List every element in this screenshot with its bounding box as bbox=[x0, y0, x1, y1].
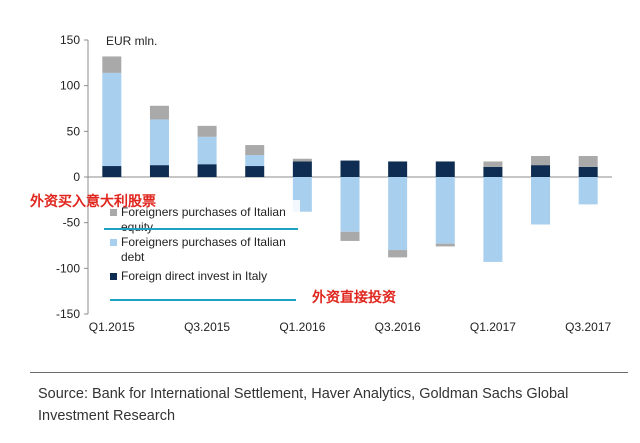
source-divider bbox=[30, 372, 628, 373]
bar-segment-series-0-q3-2016 bbox=[388, 161, 408, 177]
unit-label: EUR mln. bbox=[106, 34, 157, 48]
legend-backdrop bbox=[104, 200, 300, 296]
bar-segment-series-2-q3-2016 bbox=[388, 250, 408, 258]
x-tick-label: Q3.2017 bbox=[565, 320, 611, 334]
bar-segment-series-0-q4-2016 bbox=[435, 161, 455, 177]
y-tick-label: 0 bbox=[73, 170, 80, 184]
y-tick-label: -100 bbox=[56, 261, 80, 275]
bar-segment-series-1-q2-2017 bbox=[531, 177, 551, 225]
bar-segment-series-0-q1-2016 bbox=[292, 161, 312, 177]
legend: Foreigners purchases of Italian equityFor… bbox=[104, 200, 300, 296]
x-tick-label: Q1.2015 bbox=[89, 320, 135, 334]
bar-segment-series-2-q4-2015 bbox=[245, 145, 265, 156]
legend-swatch bbox=[110, 239, 117, 246]
y-tick-label: 100 bbox=[60, 79, 80, 93]
bar-segment-series-0-q2-2017 bbox=[531, 165, 551, 177]
bar-segment-series-1-q3-2016 bbox=[388, 177, 408, 251]
y-tick-label: 50 bbox=[67, 124, 81, 138]
legend-swatch bbox=[110, 273, 117, 280]
legend-swatch bbox=[110, 209, 117, 216]
source-note: Source: Bank for International Settlemen… bbox=[38, 386, 569, 424]
annotation-fdi: 外资直接投资 bbox=[312, 289, 396, 306]
bar-segment-series-2-q4-2016 bbox=[435, 243, 455, 247]
bar-segment-series-1-q4-2015 bbox=[245, 155, 265, 167]
bar-segment-series-2-q2-2016 bbox=[340, 231, 360, 241]
bar-segment-series-1-q1-2015 bbox=[102, 72, 122, 167]
x-tick-label: Q1.2016 bbox=[279, 320, 325, 334]
bar-segment-series-2-q2-2017 bbox=[531, 155, 551, 166]
x-tick-label: Q1.2017 bbox=[470, 320, 516, 334]
bar-segment-series-1-q2-2016 bbox=[340, 177, 360, 232]
bar-segment-series-2-q3-2017 bbox=[578, 155, 598, 167]
bar-segment-series-2-q1-2017 bbox=[483, 161, 503, 167]
bar-segment-series-0-q3-2015 bbox=[197, 164, 217, 177]
y-tick-label: -50 bbox=[63, 216, 81, 230]
bar-segment-series-1-q4-2016 bbox=[435, 177, 455, 244]
bar-segment-series-1-q3-2015 bbox=[197, 136, 217, 165]
legend-label: Foreign direct invest in Italy bbox=[121, 269, 267, 283]
bar-segment-series-2-q3-2015 bbox=[197, 125, 217, 137]
bar-segment-series-0-q1-2015 bbox=[102, 166, 122, 177]
stacked-bar-chart: 150 100 50 0 -50 -100 -150 Q1.2015 Q3.2015 Q1.201… bbox=[30, 33, 612, 334]
bar-segment-series-0-q4-2015 bbox=[245, 166, 265, 177]
bar-segment-series-1-q3-2017 bbox=[578, 177, 598, 205]
bar-segment-series-0-q3-2017 bbox=[578, 166, 598, 177]
bars-layer bbox=[102, 56, 598, 262]
y-tick-label: 150 bbox=[60, 33, 80, 47]
legend-label: Foreigners purchases of Italian equity bbox=[121, 205, 286, 234]
bar-segment-series-2-q2-2015 bbox=[149, 105, 169, 120]
bar-segment-series-0-q2-2016 bbox=[340, 160, 360, 177]
x-tick-label: Q3.2015 bbox=[184, 320, 230, 334]
bar-segment-series-2-q1-2016 bbox=[292, 158, 312, 162]
y-tick-label: -150 bbox=[56, 307, 80, 321]
bar-segment-series-0-q1-2017 bbox=[483, 166, 503, 177]
bar-segment-series-2-q1-2015 bbox=[102, 56, 122, 73]
bar-segment-series-1-q2-2015 bbox=[149, 119, 169, 166]
x-tick-label: Q3.2016 bbox=[375, 320, 421, 334]
bar-segment-series-0-q2-2015 bbox=[149, 165, 169, 177]
bar-segment-series-1-q1-2017 bbox=[483, 177, 503, 262]
legend-label: Foreigners purchases of Italian debt bbox=[121, 235, 286, 264]
axis-layer: 150 100 50 0 -50 -100 -150 Q1.2015 Q3.2015 Q1.201… bbox=[56, 33, 612, 334]
annotation-equity: 外资买入意大利股票 bbox=[30, 193, 156, 210]
